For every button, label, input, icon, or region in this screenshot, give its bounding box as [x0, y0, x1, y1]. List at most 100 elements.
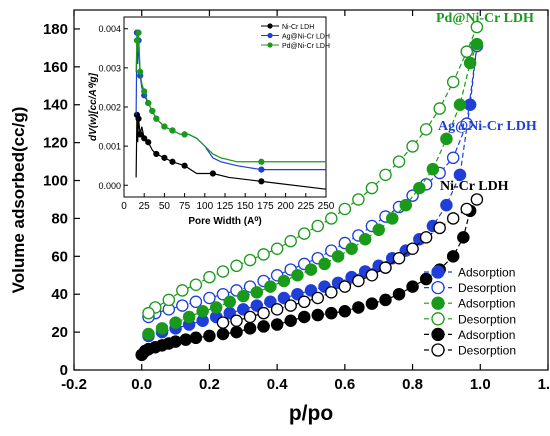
main-data-point: [243, 322, 257, 335]
main-x-tick-label: 0.0: [131, 376, 152, 393]
main-data-point: [257, 320, 270, 333]
main-data-point: [297, 310, 311, 324]
inset-data-point: [258, 158, 265, 165]
main-data-point: [325, 286, 338, 299]
inset-legend-label: Pd@Ni-Cr LDH: [282, 43, 330, 50]
main-data-point: [223, 295, 236, 309]
main-data-point: [463, 56, 477, 70]
inset-data-point: [135, 29, 142, 36]
main-data-point: [406, 140, 419, 153]
main-data-point: [169, 335, 182, 348]
inset-data-point: [153, 115, 160, 122]
main-data-point: [291, 269, 304, 282]
main-data-point: [419, 231, 433, 244]
main-data-point: [386, 212, 399, 225]
main-data-point: [216, 265, 230, 278]
main-data-point: [297, 227, 311, 240]
main-y-tick-label: 80: [51, 210, 68, 227]
inset-data-point: [161, 154, 168, 161]
inset-data-point: [258, 178, 265, 185]
inset-data-point: [135, 115, 142, 122]
inset-data-point: [181, 162, 188, 169]
main-series-2: [142, 37, 484, 341]
main-data-point: [440, 198, 453, 212]
legend-marker: [431, 312, 445, 326]
main-data-point: [379, 293, 392, 307]
main-data-point: [216, 316, 230, 329]
main-data-point: [446, 212, 460, 225]
inset-x-tick-label: 175: [257, 201, 274, 212]
inset-data-point: [141, 135, 148, 142]
main-x-tick-label: 0.2: [199, 376, 220, 393]
inset-series-2: [133, 29, 326, 165]
main-data-point: [446, 250, 460, 263]
legend-marker: [431, 296, 445, 310]
inset-legend-label: Ag@Ni-Cr LDH: [282, 34, 330, 41]
main-plot-frame: [73, 9, 549, 371]
series-annotation: Pd@Ni-Cr LDH: [436, 11, 534, 26]
inset-legend-label: Ni-Cr LDH: [282, 24, 314, 31]
main-data-point: [142, 327, 155, 341]
legend-marker: [431, 343, 445, 357]
main-data-point: [270, 303, 284, 316]
main-data-point: [196, 305, 209, 318]
series-annotation: Ni-Cr LDH: [440, 179, 509, 194]
main-data-point: [365, 181, 379, 195]
inset-legend-marker: [267, 23, 273, 29]
main-series-5: [216, 193, 484, 329]
main-data-point: [392, 155, 406, 168]
main-data-point: [457, 231, 470, 244]
main-data-point: [189, 278, 203, 291]
main-data-point: [392, 251, 406, 265]
inset-y-tick-label: 0.001: [98, 142, 121, 152]
main-data-point: [270, 318, 284, 331]
main-data-point: [331, 250, 345, 263]
main-data-point: [379, 168, 392, 182]
inset-data-point: [137, 131, 144, 138]
main-data-point: [325, 306, 338, 320]
main-data-point: [257, 248, 270, 261]
main-data-point: [453, 98, 467, 111]
main-data-point: [162, 293, 176, 307]
main-data-point: [311, 291, 325, 305]
main-data-point: [352, 274, 365, 288]
main-data-point: [169, 316, 182, 329]
main-data-point: [270, 242, 284, 255]
main-data-point: [203, 329, 216, 343]
inset-data-point: [149, 107, 156, 115]
main-data-point: [264, 280, 277, 293]
legend-label: Desorption: [458, 344, 516, 358]
inset-y-tick-label: 0.004: [98, 24, 121, 34]
main-data-point: [352, 193, 365, 206]
main-data-point: [155, 322, 169, 335]
main-data-point: [460, 45, 473, 58]
main-data-point: [243, 253, 257, 267]
main-data-point: [379, 261, 392, 274]
inset-data-point: [209, 170, 216, 177]
main-data-point: [419, 123, 433, 136]
inset-x-tick-label: 100: [196, 201, 213, 212]
main-x-tick-label: 0.8: [402, 376, 423, 393]
inset-y-axis-label: dV(w)[cc/A⁰/g]: [88, 72, 99, 141]
main-data-point: [470, 20, 484, 34]
main-y-axis-label: Volume adsorbed(cc/g): [9, 107, 28, 294]
inset-legend-marker: [267, 42, 273, 48]
main-data-point: [338, 280, 352, 293]
main-data-point: [277, 274, 291, 288]
main-data-point: [237, 289, 250, 303]
main-data-point: [440, 132, 453, 146]
main-data-point: [365, 297, 379, 310]
inset-data-point: [141, 88, 148, 95]
inset-series-0: [133, 111, 327, 190]
legend-label: Desorption: [458, 281, 516, 295]
legend-label: Adsorption: [458, 266, 515, 280]
main-data-point: [318, 257, 331, 271]
main-x-tick-label: 0.4: [267, 376, 289, 393]
main-x-tick-label: -0.2: [61, 376, 87, 393]
main-data-point: [179, 333, 192, 346]
inset-x-tick-label: 50: [159, 201, 171, 212]
series-annotation: Ag@Ni-Cr LDH: [438, 119, 537, 134]
main-data-point: [230, 325, 243, 339]
main-data-point: [216, 327, 230, 341]
